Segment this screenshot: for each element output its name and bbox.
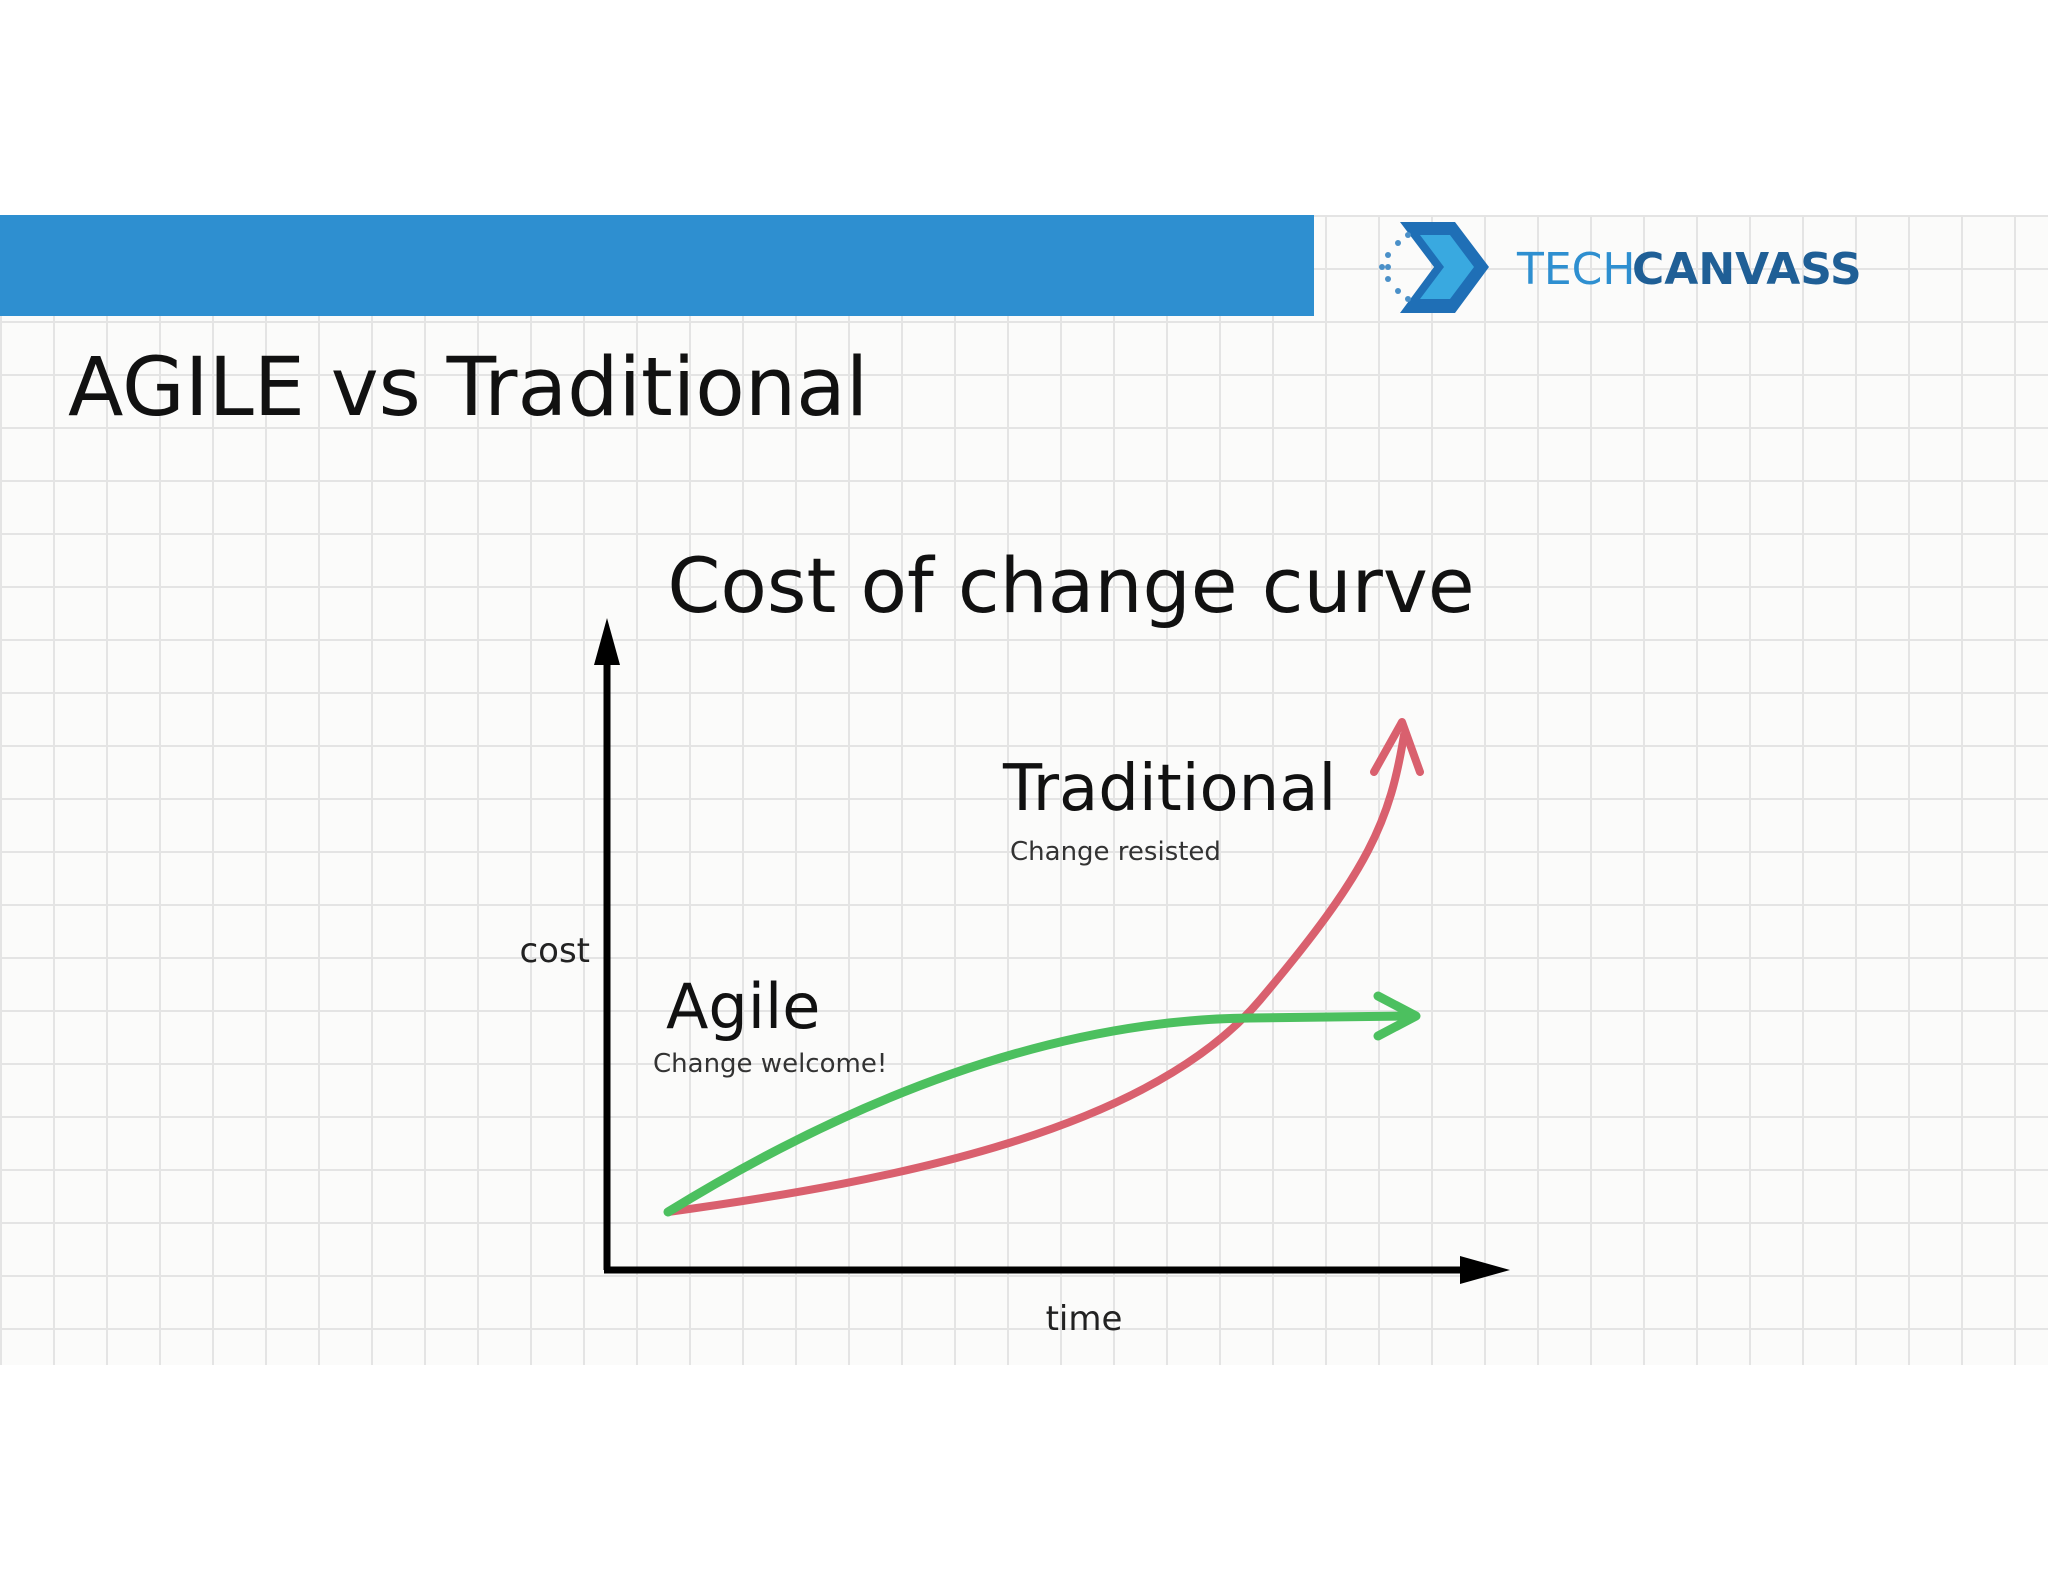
logo-canvass: CANVASS bbox=[1632, 244, 1862, 295]
header-bar bbox=[0, 215, 1314, 316]
traditional-curve bbox=[664, 731, 1408, 1216]
traditional-label: Traditional bbox=[1002, 752, 1336, 826]
logo-chevron-inner bbox=[1420, 235, 1474, 299]
slide-title: AGILE vs Traditional bbox=[68, 341, 868, 435]
logo-tech: TECH bbox=[1516, 244, 1636, 295]
y-arrow bbox=[594, 618, 620, 665]
agile-label: Agile bbox=[666, 970, 820, 1043]
grid-background bbox=[0, 215, 2048, 1365]
traditional-note: Change resisted bbox=[1010, 837, 1221, 867]
agile-arrowhead bbox=[1373, 991, 1421, 1041]
agile-note: Change welcome! bbox=[653, 1049, 887, 1079]
logo-dots bbox=[1379, 232, 1411, 302]
logo: TECH CANVASS bbox=[1379, 222, 1862, 313]
diagram-title: Cost of change curve bbox=[667, 541, 1474, 630]
y-axis-label: cost bbox=[519, 931, 590, 971]
traditional-arrowhead bbox=[1370, 718, 1424, 776]
axes bbox=[594, 618, 1510, 1284]
x-axis-label: time bbox=[1046, 1299, 1123, 1339]
x-arrow bbox=[1460, 1256, 1510, 1284]
agile-curve bbox=[663, 1011, 1415, 1217]
